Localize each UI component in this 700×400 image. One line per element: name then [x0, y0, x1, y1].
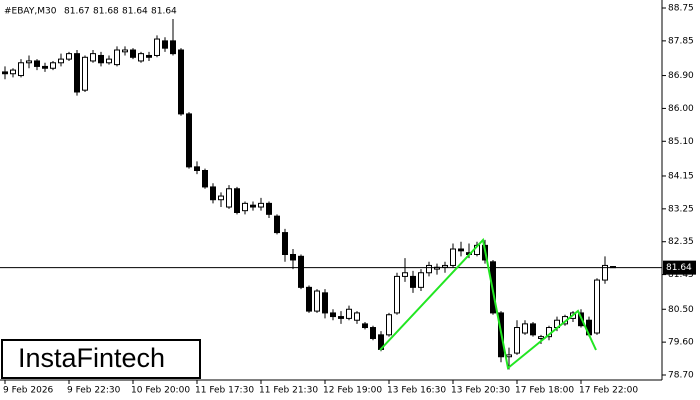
candle-body [426, 264, 432, 274]
candle-body [322, 292, 328, 314]
candle-body [386, 314, 392, 336]
y-tick-label: 81.45 [668, 270, 694, 280]
candle-body [338, 316, 344, 319]
y-tick-label: 87.85 [668, 36, 694, 46]
candle-body [450, 248, 456, 266]
chart-title: #EBAY,M30 [4, 7, 57, 17]
plot [0, 18, 662, 370]
candle-body [66, 53, 72, 60]
candle-body [122, 49, 128, 53]
x-tick-label: 11 Feb 17:30 [195, 386, 254, 396]
candle-body [82, 56, 88, 91]
candle-body [298, 255, 304, 288]
candle-body [514, 327, 520, 354]
candle-body [402, 272, 408, 277]
candle-body [530, 323, 536, 336]
candle-body [42, 65, 48, 69]
x-tick-label: 11 Feb 21:30 [259, 386, 318, 396]
candle-body [146, 54, 152, 58]
candle-body [114, 49, 120, 66]
candle-body [522, 323, 528, 334]
candle-body [266, 202, 272, 215]
candle-body [314, 290, 320, 312]
y-tick-label: 79.60 [668, 338, 694, 348]
y-tick-label: 83.25 [668, 204, 694, 214]
candle-body [162, 40, 168, 49]
candle-body [362, 323, 368, 329]
y-tick-label: 88.75 [668, 4, 694, 14]
candle-body [354, 312, 360, 321]
candle-body [130, 49, 136, 58]
price-label-box [663, 260, 696, 275]
candle-body [442, 264, 448, 268]
candle-body [194, 166, 200, 172]
x-tick-label: 10 Feb 20:00 [131, 386, 190, 396]
candle-body [274, 215, 280, 234]
candle-body [178, 49, 184, 115]
candle-body [538, 336, 544, 339]
candle-body [34, 60, 40, 67]
candle-body [234, 188, 240, 213]
candle-body [202, 170, 208, 188]
header-close: 81.64 [151, 7, 177, 17]
candle-body [282, 232, 288, 255]
header-open: 81.67 [64, 7, 90, 17]
header-low: 81.64 [122, 7, 148, 17]
watermark-box [1, 339, 201, 379]
y-tick-label: 78.70 [668, 371, 694, 381]
x-tick-label: 17 Feb 22:00 [579, 386, 638, 396]
candle-body [290, 253, 296, 261]
candle-body [18, 62, 24, 77]
candle-body [90, 53, 96, 62]
candle-body [74, 53, 80, 93]
x-tick-label: 13 Feb 20:30 [451, 386, 510, 396]
y-tick-label: 84.15 [668, 171, 694, 181]
y-tick-label: 80.50 [668, 305, 694, 315]
candle-body [370, 327, 376, 339]
candle-body [154, 38, 160, 56]
candle-body [26, 60, 32, 64]
header-high: 81.68 [93, 7, 119, 17]
y-tick-label: 86.00 [668, 104, 694, 114]
candle-body [226, 188, 232, 208]
x-tick-label: 17 Feb 18:00 [515, 386, 574, 396]
candle-body [170, 40, 176, 55]
candle-body [346, 308, 352, 319]
candle-body [258, 202, 264, 208]
pattern-line [379, 237, 597, 370]
header: #EBAY,M30 81.67 81.68 81.64 81.64 [4, 7, 177, 17]
candle-body [106, 58, 112, 64]
candle-body [506, 354, 512, 358]
candle-body [306, 286, 312, 312]
candle-body [330, 312, 336, 318]
candle-body [218, 195, 224, 201]
candle-body [418, 272, 424, 288]
candle-body [2, 71, 8, 75]
x-tick-label: 12 Feb 19:00 [323, 386, 382, 396]
candle-body [138, 53, 144, 62]
candle-body [458, 248, 464, 252]
x-tick-label: 13 Feb 16:30 [387, 386, 446, 396]
price-label: 81.64 [666, 263, 692, 273]
candle-body [594, 279, 600, 334]
candle-body [394, 275, 400, 314]
y-tick-label: 85.10 [668, 137, 694, 147]
y-tick-label: 86.90 [668, 71, 694, 81]
candle-body [250, 204, 256, 208]
x-tick-label: 9 Feb 22:30 [67, 386, 121, 396]
candle-body [50, 62, 56, 69]
candle-body [58, 58, 64, 64]
candle-body [186, 113, 192, 168]
candle-body [10, 69, 16, 75]
x-tick-label: 9 Feb 2026 [3, 386, 54, 396]
candle-body [242, 202, 248, 212]
candle-body [98, 54, 104, 64]
candle-body [602, 264, 608, 281]
candle-body [210, 186, 216, 201]
y-tick-label: 82.35 [668, 237, 694, 247]
watermark: InstaFintech [18, 343, 165, 373]
candle-body [410, 275, 416, 288]
